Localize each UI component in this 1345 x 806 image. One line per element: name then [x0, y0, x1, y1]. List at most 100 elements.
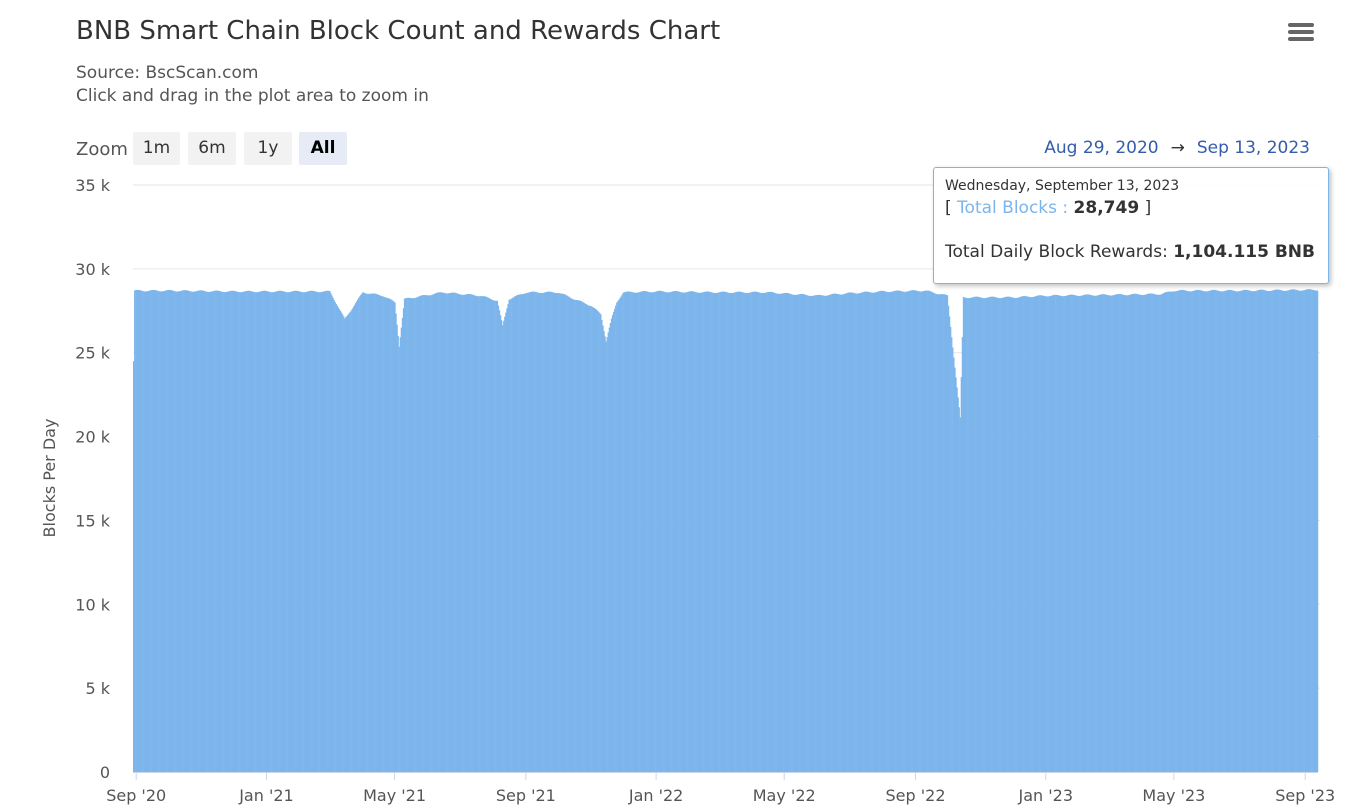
bar[interactable]	[714, 293, 716, 772]
bar[interactable]	[683, 292, 685, 772]
bar[interactable]	[733, 292, 735, 772]
bar[interactable]	[177, 291, 180, 772]
bar[interactable]	[366, 293, 368, 772]
bar[interactable]	[1065, 295, 1067, 772]
bar[interactable]	[281, 290, 283, 772]
bar[interactable]	[162, 291, 165, 772]
bar[interactable]	[1218, 291, 1221, 772]
bar[interactable]	[1292, 289, 1294, 772]
bar[interactable]	[1211, 290, 1213, 772]
bar[interactable]	[1160, 294, 1162, 772]
bar[interactable]	[887, 291, 889, 772]
bar[interactable]	[1031, 297, 1033, 772]
bar[interactable]	[635, 292, 637, 772]
bar[interactable]	[291, 291, 294, 772]
bar[interactable]	[494, 300, 496, 772]
bar[interactable]	[1202, 291, 1205, 772]
bar[interactable]	[828, 295, 830, 772]
bar[interactable]	[141, 290, 143, 772]
bar[interactable]	[985, 297, 987, 772]
bar[interactable]	[194, 291, 197, 772]
bar[interactable]	[1102, 294, 1104, 772]
bar[interactable]	[477, 296, 479, 772]
bar[interactable]	[298, 291, 300, 772]
bar[interactable]	[1275, 289, 1277, 772]
bar[interactable]	[256, 292, 259, 772]
bar[interactable]	[729, 293, 731, 772]
bar[interactable]	[925, 290, 927, 772]
bar[interactable]	[850, 292, 853, 772]
bar[interactable]	[183, 290, 185, 772]
bar[interactable]	[294, 290, 296, 772]
bar[interactable]	[489, 298, 491, 772]
bar[interactable]	[426, 295, 428, 772]
bar[interactable]	[1120, 294, 1122, 772]
bar[interactable]	[761, 293, 763, 772]
bar[interactable]	[856, 293, 858, 773]
bar[interactable]	[297, 290, 299, 772]
bar[interactable]	[631, 291, 633, 772]
bar[interactable]	[440, 292, 442, 772]
bar[interactable]	[1103, 294, 1105, 772]
bar[interactable]	[376, 294, 378, 772]
bar[interactable]	[233, 290, 235, 772]
bar[interactable]	[1167, 291, 1169, 772]
bar[interactable]	[343, 316, 345, 772]
bar[interactable]	[1274, 289, 1276, 772]
bar[interactable]	[1050, 295, 1052, 772]
bar[interactable]	[390, 299, 392, 772]
bar[interactable]	[139, 290, 141, 772]
bar[interactable]	[767, 291, 769, 772]
bar[interactable]	[1016, 297, 1018, 772]
bar[interactable]	[1315, 290, 1318, 772]
bar[interactable]	[267, 291, 269, 772]
bar[interactable]	[975, 296, 977, 772]
bar[interactable]	[1190, 291, 1192, 772]
bar[interactable]	[1216, 290, 1218, 772]
bar[interactable]	[829, 294, 831, 772]
bar[interactable]	[803, 294, 806, 772]
bar[interactable]	[1176, 291, 1178, 772]
bar[interactable]	[396, 324, 398, 772]
bar[interactable]	[968, 298, 970, 772]
bar[interactable]	[845, 293, 847, 772]
bar[interactable]	[676, 291, 679, 772]
bar[interactable]	[184, 290, 186, 772]
bar[interactable]	[1147, 293, 1149, 772]
bar[interactable]	[954, 367, 956, 772]
bar[interactable]	[822, 295, 824, 772]
bar[interactable]	[481, 296, 484, 772]
bar[interactable]	[654, 291, 656, 772]
bar[interactable]	[774, 292, 776, 772]
bar[interactable]	[333, 300, 335, 772]
bar[interactable]	[1022, 296, 1024, 772]
bar[interactable]	[1064, 296, 1066, 772]
bar[interactable]	[1071, 294, 1073, 772]
bar[interactable]	[412, 298, 414, 772]
bar[interactable]	[1215, 290, 1217, 772]
bar[interactable]	[932, 292, 935, 772]
bar[interactable]	[632, 292, 634, 772]
bar[interactable]	[754, 291, 757, 772]
bar[interactable]	[980, 297, 983, 772]
bar[interactable]	[647, 291, 649, 772]
bar[interactable]	[574, 299, 576, 772]
bar[interactable]	[610, 318, 613, 772]
bar[interactable]	[641, 291, 644, 772]
bar[interactable]	[1252, 291, 1255, 772]
bar[interactable]	[1035, 296, 1037, 772]
bar[interactable]	[1133, 293, 1135, 772]
bar[interactable]	[282, 291, 284, 772]
bar[interactable]	[694, 291, 696, 772]
bar[interactable]	[858, 293, 860, 772]
bar[interactable]	[749, 292, 751, 772]
bar[interactable]	[847, 292, 849, 772]
bar[interactable]	[945, 294, 948, 772]
bar[interactable]	[234, 291, 236, 772]
bar[interactable]	[284, 291, 286, 772]
bar[interactable]	[665, 292, 667, 772]
bar[interactable]	[652, 292, 654, 772]
bar[interactable]	[1021, 296, 1023, 772]
bar[interactable]	[863, 291, 865, 772]
bar[interactable]	[987, 297, 989, 772]
